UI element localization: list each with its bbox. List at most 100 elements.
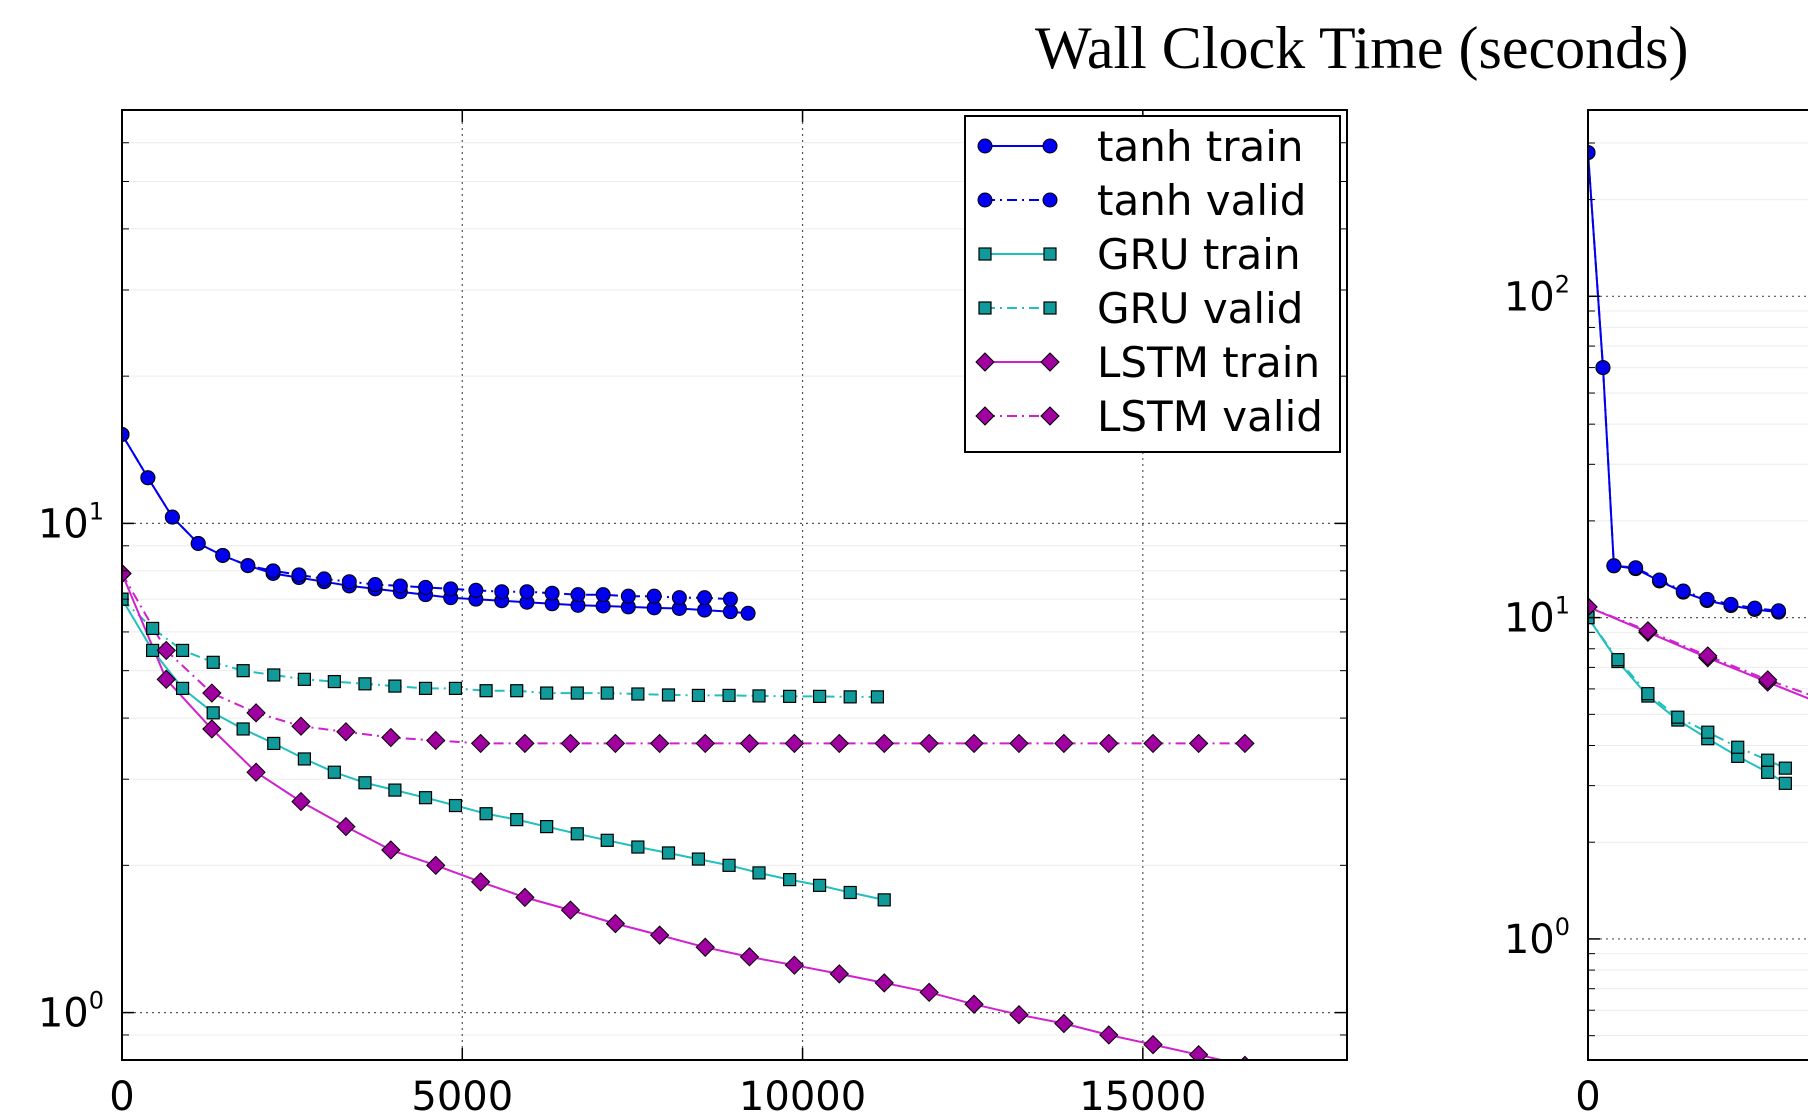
right-tanh-valid-marker	[1747, 600, 1763, 616]
legend-gru-valid-marker	[1043, 301, 1057, 315]
chart-title: Wall Clock Time (seconds)	[1035, 15, 1688, 81]
left-lstm-valid-marker	[1188, 733, 1209, 754]
left-x-tick-label: 0	[109, 1074, 134, 1114]
legend-tanh-train-marker	[977, 138, 993, 154]
tick-label-base: 10	[1504, 596, 1555, 642]
left-tanh-valid-marker	[544, 585, 560, 601]
left-gru-valid-marker	[236, 664, 250, 678]
left-tanh-valid-marker	[164, 509, 180, 525]
left-lstm-train-marker	[336, 816, 356, 837]
left-lstm-valid-marker	[695, 733, 715, 754]
right-tanh-valid-marker	[1651, 572, 1667, 588]
left-lstm-train-marker	[605, 913, 626, 934]
right-lstm-valid-marker	[1638, 621, 1658, 641]
left-lstm-train-marker	[964, 994, 984, 1014]
right-tanh-valid-line	[1588, 152, 1779, 612]
left-gru-train-marker	[722, 858, 736, 872]
left-lstm-valid-marker	[291, 716, 311, 736]
left-tanh-valid-marker	[620, 588, 636, 604]
left-lstm-train-marker	[426, 855, 446, 876]
left-lstm-train-marker	[381, 840, 401, 860]
left-tanh-valid-marker	[468, 582, 484, 598]
left-gru-valid-marker	[267, 668, 281, 682]
left-gru-train-marker	[236, 722, 250, 736]
legend-lstm-valid-marker	[1040, 406, 1060, 426]
right-gru-valid-marker	[1641, 687, 1655, 701]
left-lstm-train-marker	[874, 973, 894, 993]
left-lstm-train-marker	[1143, 1034, 1163, 1055]
left-gru-train-marker	[418, 791, 433, 805]
left-lstm-train-marker	[1009, 1005, 1029, 1025]
left-gru-valid-marker	[297, 672, 311, 686]
left-lstm-valid-marker	[605, 733, 626, 754]
legend-gru-train-label: GRU train	[1097, 230, 1301, 279]
left-lstm-train-marker	[470, 872, 491, 892]
left-lstm-train-marker	[829, 964, 850, 984]
right-gru-train-marker	[1778, 776, 1792, 790]
left-gru-valid-marker	[418, 681, 433, 695]
left-gru-train-marker	[661, 846, 676, 860]
left-tanh-valid-marker	[392, 578, 408, 594]
left-gru-train-marker	[812, 878, 827, 892]
left-gru-valid-marker	[146, 621, 160, 636]
left-lstm-train-marker	[784, 955, 805, 975]
left-gru-train-marker	[691, 852, 706, 866]
left-lstm-train-marker	[1054, 1013, 1074, 1034]
left-tanh-valid-marker	[140, 470, 156, 486]
right-lstm-valid-marker	[1588, 597, 1598, 617]
left-lstm-valid-marker	[202, 683, 222, 703]
right-gru-valid-marker	[1778, 761, 1792, 775]
left-tanh-valid-marker	[341, 574, 357, 590]
right-tanh-valid-marker	[1606, 558, 1622, 574]
left-gru-train-marker	[358, 776, 372, 790]
left-lstm-train-marker	[649, 925, 670, 945]
right-gru-valid-marker	[1611, 653, 1625, 667]
legend-gru-train-marker	[1043, 247, 1057, 261]
left-gru-train-marker	[479, 807, 493, 821]
left-y-tick-label: 101	[38, 497, 104, 547]
left-gru-train-marker	[843, 885, 857, 900]
left-tanh-valid-marker	[595, 587, 611, 603]
left-tanh-valid-marker	[190, 535, 206, 551]
right-tanh-valid-marker	[1771, 603, 1787, 619]
left-gru-valid-marker	[691, 688, 706, 703]
left-tanh-train-marker	[722, 604, 738, 620]
left-tanh-valid-marker	[291, 567, 307, 583]
right-y-tick-label: 102	[1504, 270, 1570, 320]
left-lstm-train-marker	[560, 900, 581, 920]
left-lstm-valid-marker	[1235, 733, 1255, 754]
legend-gru-valid-label: GRU valid	[1097, 284, 1303, 333]
left-gru-valid-marker	[783, 689, 797, 703]
left-gru-valid-marker	[327, 674, 341, 689]
left-lstm-train-marker	[156, 669, 176, 690]
left-lstm-train-marker	[1099, 1025, 1119, 1045]
left-lstm-train-marker	[515, 887, 535, 908]
right-gru-valid-marker	[1731, 740, 1745, 754]
left-y-tick-label: 100	[38, 987, 104, 1037]
left-tanh-valid-marker	[494, 584, 510, 600]
left-gru-train-marker	[570, 827, 584, 841]
left-gru-train-marker	[175, 681, 190, 695]
left-tanh-valid-marker	[722, 591, 738, 607]
left-gru-valid-marker	[631, 687, 645, 701]
legend-tanh-valid-marker	[977, 192, 993, 208]
right-tanh-valid-marker	[1628, 560, 1644, 576]
left-lstm-valid-marker	[1143, 733, 1163, 754]
left-gru-valid-marker	[510, 684, 524, 698]
right-ticks: 100101102050	[1504, 110, 1601, 1114]
left-x-tick-label: 10000	[739, 1074, 866, 1114]
left-tanh-valid-marker	[519, 584, 535, 600]
legend-lstm-train-label: LSTM train	[1097, 338, 1320, 387]
left-x-tick-label: 5000	[411, 1074, 513, 1114]
left-gru-train-marker	[448, 798, 463, 813]
left-tanh-valid-marker	[671, 590, 687, 606]
right-lstm-train-line	[1588, 605, 1808, 700]
right-lstm-valid-marker	[1757, 670, 1778, 690]
legend-tanh-train-marker	[1042, 138, 1058, 154]
left-lstm-train-marker	[695, 937, 715, 957]
left-tanh-valid-marker	[215, 547, 231, 563]
right-tanh-valid-marker	[1699, 591, 1715, 607]
left-gru-train-marker	[206, 706, 220, 720]
